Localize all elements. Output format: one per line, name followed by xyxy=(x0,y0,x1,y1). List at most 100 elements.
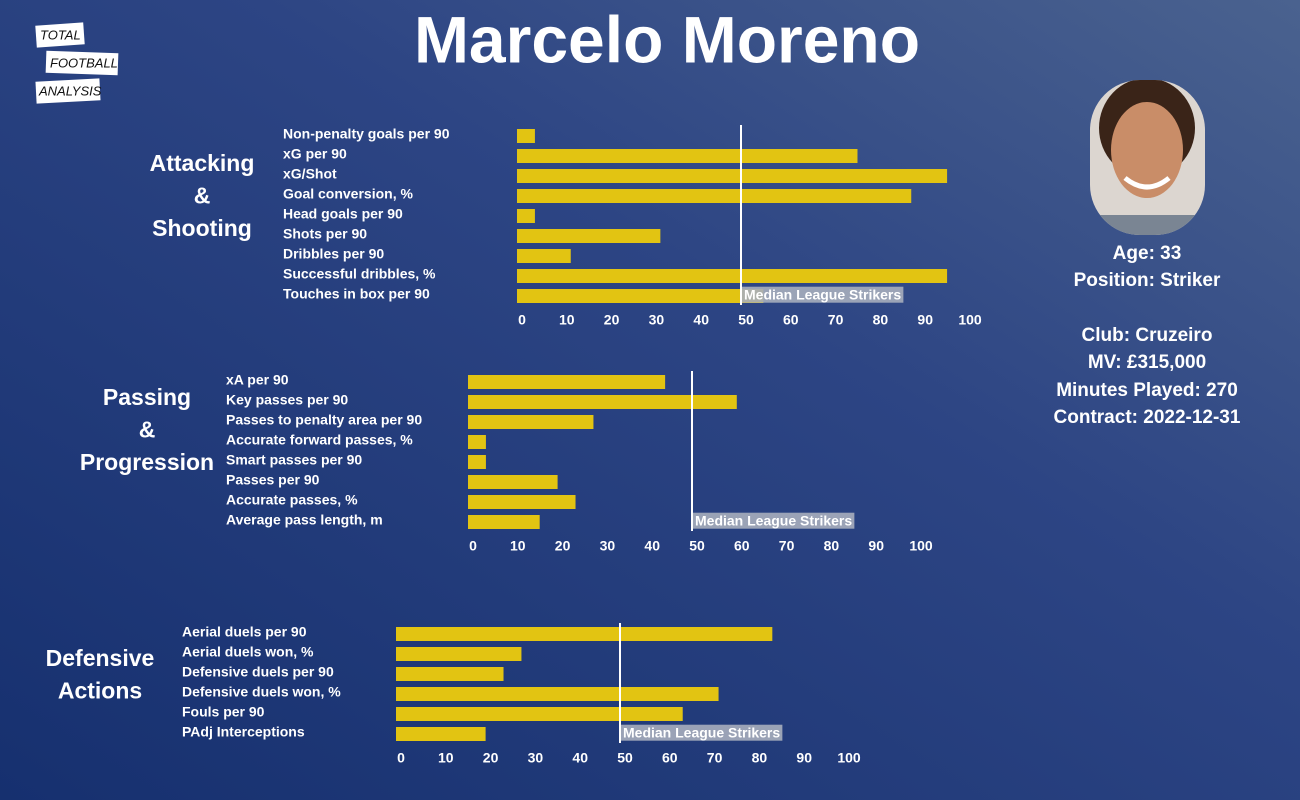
bar xyxy=(517,229,661,243)
bar xyxy=(517,269,948,283)
median-label: Median League Strikers xyxy=(695,513,852,529)
median-label-bg xyxy=(742,286,904,303)
bar xyxy=(396,727,486,741)
section-label: & xyxy=(194,183,211,209)
x-tick-label: 70 xyxy=(707,750,723,766)
x-tick-label: 50 xyxy=(689,538,705,554)
category-label: Accurate forward passes, % xyxy=(226,432,413,448)
x-tick-label: 100 xyxy=(958,312,982,328)
section-label: Progression xyxy=(80,449,214,475)
bar xyxy=(396,687,719,701)
median-label-bg xyxy=(693,512,855,529)
player-detail: Contract: 2022-12-31 xyxy=(1054,407,1241,428)
bar xyxy=(396,627,773,641)
category-label: Successful dribbles, % xyxy=(283,266,436,282)
player-detail: Minutes Played: 270 xyxy=(1056,380,1238,401)
category-label: Touches in box per 90 xyxy=(283,286,430,302)
category-label: PAdj Interceptions xyxy=(182,724,305,740)
category-label: Passes per 90 xyxy=(226,472,320,488)
x-tick-label: 0 xyxy=(397,750,405,766)
logo-text: ANALYSIS xyxy=(38,83,102,98)
category-label: Defensive duels won, % xyxy=(182,684,341,700)
bar xyxy=(468,495,576,509)
x-tick-label: 20 xyxy=(555,538,571,554)
player-detail: Age: 33 xyxy=(1113,243,1182,264)
bar xyxy=(396,667,504,681)
x-tick-label: 100 xyxy=(909,538,933,554)
x-tick-label: 40 xyxy=(644,538,660,554)
section-label: Passing xyxy=(103,384,191,410)
section-label: Actions xyxy=(58,678,142,704)
player-detail: MV: £315,000 xyxy=(1088,352,1206,373)
category-label: Non-penalty goals per 90 xyxy=(283,126,450,142)
category-label: Shots per 90 xyxy=(283,226,367,242)
category-label: Accurate passes, % xyxy=(226,492,358,508)
bar xyxy=(517,189,912,203)
category-label: xG per 90 xyxy=(283,146,347,162)
x-tick-label: 80 xyxy=(752,750,768,766)
bar xyxy=(468,375,666,389)
category-label: Head goals per 90 xyxy=(283,206,403,222)
player-photo xyxy=(1090,80,1205,235)
category-label: Smart passes per 90 xyxy=(226,452,362,468)
bar xyxy=(517,209,535,223)
median-label: Median League Strikers xyxy=(623,725,780,741)
x-tick-label: 10 xyxy=(559,312,575,328)
bar xyxy=(468,455,486,469)
logo-box xyxy=(35,78,101,104)
x-tick-label: 20 xyxy=(483,750,499,766)
bar xyxy=(517,129,535,143)
logo: TOTAL FOOTBALL ANALYSIS xyxy=(35,22,119,104)
x-tick-label: 100 xyxy=(837,750,861,766)
bar xyxy=(396,707,683,721)
logo-text: TOTAL xyxy=(40,27,81,42)
category-label: Aerial duels won, % xyxy=(182,644,314,660)
x-tick-label: 80 xyxy=(824,538,840,554)
bar xyxy=(517,149,858,163)
x-tick-label: 50 xyxy=(738,312,754,328)
bar xyxy=(517,289,764,303)
player-detail: Club: Cruzeiro xyxy=(1082,325,1213,346)
x-tick-label: 0 xyxy=(518,312,526,328)
category-label: Fouls per 90 xyxy=(182,704,265,720)
x-tick-label: 40 xyxy=(572,750,588,766)
face xyxy=(1111,102,1183,198)
x-tick-label: 10 xyxy=(510,538,526,554)
category-label: Passes to penalty area per 90 xyxy=(226,412,422,428)
bar xyxy=(468,435,486,449)
logo-text: FOOTBALL xyxy=(50,55,118,70)
x-tick-label: 60 xyxy=(734,538,750,554)
category-label: Goal conversion, % xyxy=(283,186,413,202)
x-tick-label: 90 xyxy=(868,538,884,554)
x-tick-label: 20 xyxy=(604,312,620,328)
category-label: Dribbles per 90 xyxy=(283,246,384,262)
category-label: Defensive duels per 90 xyxy=(182,664,334,680)
section-label: & xyxy=(139,417,156,443)
shirt xyxy=(1095,215,1200,235)
x-tick-label: 70 xyxy=(779,538,795,554)
category-label: xA per 90 xyxy=(226,372,289,388)
bar xyxy=(517,249,571,263)
x-tick-label: 40 xyxy=(693,312,709,328)
x-tick-label: 90 xyxy=(917,312,933,328)
logo-box xyxy=(45,50,119,76)
x-tick-label: 60 xyxy=(662,750,678,766)
median-label: Median League Strikers xyxy=(744,287,901,303)
x-tick-label: 90 xyxy=(796,750,812,766)
x-tick-label: 30 xyxy=(649,312,665,328)
title: Marcelo Moreno xyxy=(414,2,920,76)
section-label: Defensive xyxy=(46,645,155,671)
category-label: Key passes per 90 xyxy=(226,392,348,408)
category-label: Average pass length, m xyxy=(226,512,383,528)
section-label: Attacking xyxy=(150,150,255,176)
bar xyxy=(396,647,522,661)
bar xyxy=(468,515,540,529)
category-label: Aerial duels per 90 xyxy=(182,624,307,640)
bar xyxy=(468,415,594,429)
x-tick-label: 30 xyxy=(528,750,544,766)
logo-box xyxy=(35,22,85,48)
x-tick-label: 70 xyxy=(828,312,844,328)
x-tick-label: 50 xyxy=(617,750,633,766)
bar xyxy=(468,395,737,409)
median-label-bg xyxy=(621,724,783,741)
